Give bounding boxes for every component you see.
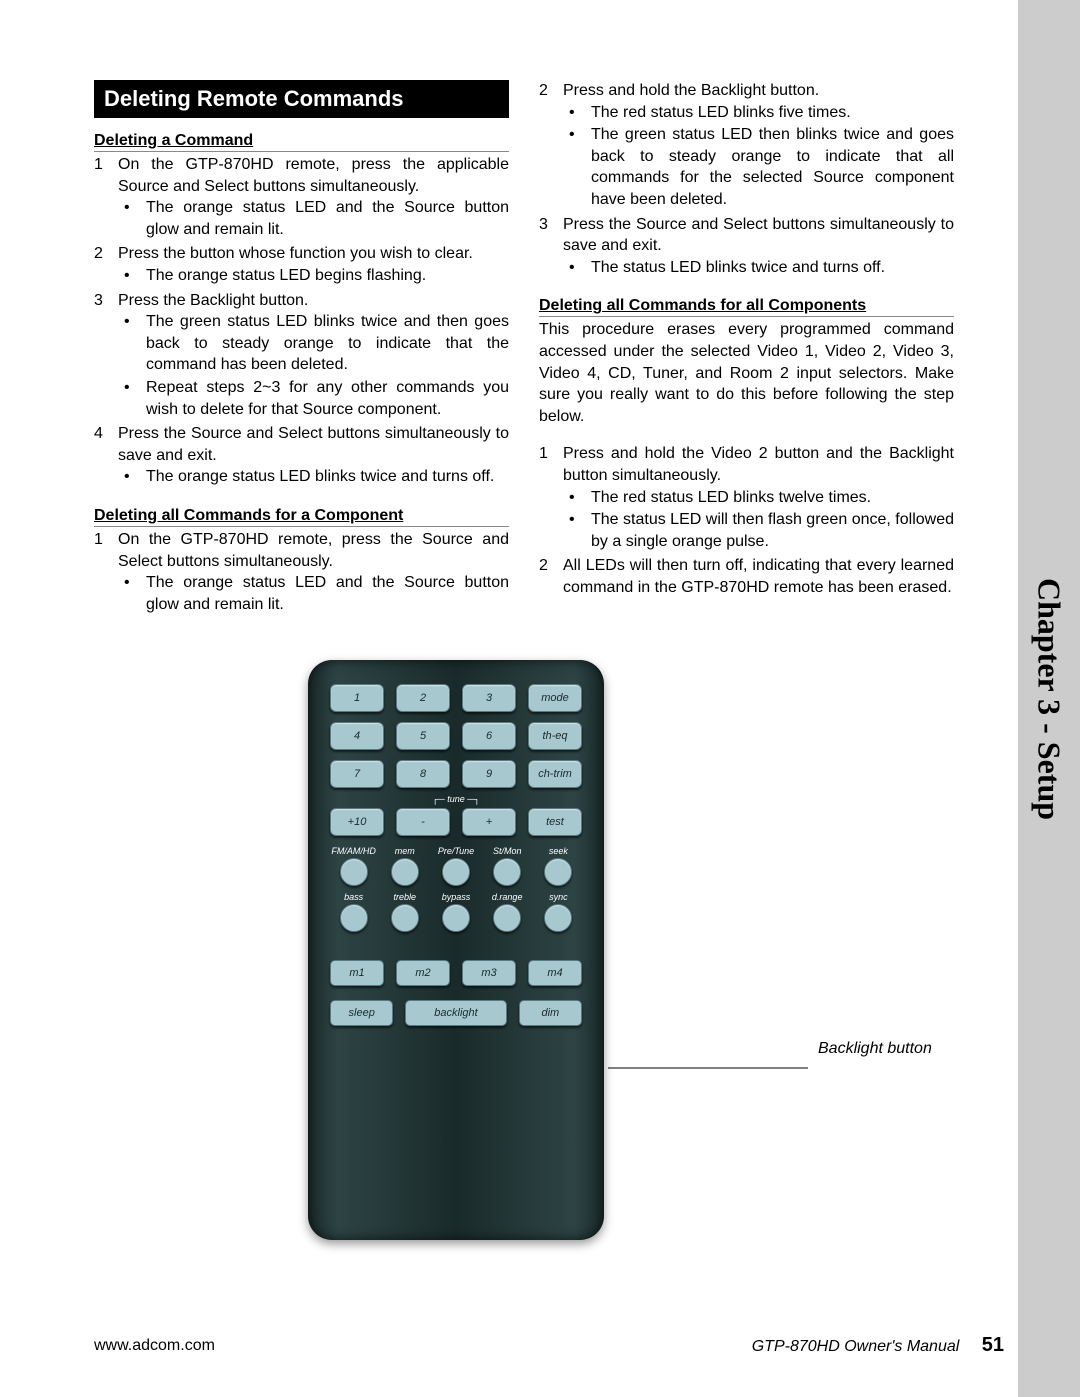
memory-row: m1 m2 m3 m4: [330, 960, 582, 986]
remote-btn-m1: m1: [330, 960, 384, 986]
step-text: All LEDs will then turn off, indicating …: [563, 557, 954, 596]
round-buttons-1: [330, 858, 582, 886]
tune-label: ┌─ tune ─┐: [396, 794, 516, 804]
steps-delete-component: 1 On the GTP-870HD remote, press the Sou…: [94, 529, 509, 616]
remote-btn-m2: m2: [396, 960, 450, 986]
steps-delete-command: 1 On the GTP-870HD remote, press the app…: [94, 154, 509, 489]
remote-btn-plus: +: [462, 808, 516, 836]
remote-round-mem: [391, 858, 419, 886]
bullet-text: The status LED will then flash green onc…: [591, 509, 954, 552]
keypad-row-2: 4 5 6 th-eq: [330, 722, 582, 750]
step-text: Press and hold the Backlight button.: [563, 82, 819, 99]
remote-btn-1: 1: [330, 684, 384, 712]
remote-round-fmamhd: [340, 858, 368, 886]
remote-btn-chtrim: ch-trim: [528, 760, 582, 788]
bullet-text: The orange status LED and the Source but…: [146, 572, 509, 615]
keypad-row-3: 7 8 9 ch-trim: [330, 760, 582, 788]
footer-url: www.adcom.com: [94, 1337, 215, 1355]
remote-btn-7: 7: [330, 760, 384, 788]
two-column-layout: Deleting Remote Commands Deleting a Comm…: [94, 80, 954, 618]
bullet-text: The orange status LED and the Source but…: [146, 197, 509, 240]
chapter-side-tab: Chapter 3 - Setup: [1018, 0, 1080, 1397]
round-buttons-2: [330, 904, 582, 932]
right-column: 2 Press and hold the Backlight button. T…: [539, 80, 954, 618]
remote-round-stmon: [493, 858, 521, 886]
remote-round-sync: [544, 904, 572, 932]
chapter-label: Chapter 3 - Setup: [1031, 577, 1068, 819]
remote-btn-9: 9: [462, 760, 516, 788]
bullet-text: The green status LED blinks twice and th…: [146, 311, 509, 376]
round-labels-1: FM/AM/HD mem Pre/Tune St/Mon seek: [330, 846, 582, 856]
steps-delete-component-cont: 2 Press and hold the Backlight button. T…: [539, 80, 954, 279]
remote-btn-theq: th-eq: [528, 722, 582, 750]
bullet-text: The green status LED then blinks twice a…: [591, 124, 954, 210]
remote-btn-8: 8: [396, 760, 450, 788]
keypad-row-1: 1 2 3 mode: [330, 684, 582, 712]
remote-btn-minus: -: [396, 808, 450, 836]
bullet-text: The orange status LED blinks twice and t…: [146, 466, 494, 488]
remote-btn-sleep: sleep: [330, 1000, 393, 1026]
remote-btn-plus10: +10: [330, 808, 384, 836]
footer-manual-title: GTP-870HD Owner's Manual: [752, 1338, 960, 1355]
step-text: Press the Source and Select buttons simu…: [118, 425, 509, 464]
remote-round-bass: [340, 904, 368, 932]
steps-delete-all: 1 Press and hold the Video 2 button and …: [539, 443, 954, 598]
remote-btn-backlight: backlight: [405, 1000, 506, 1026]
section-heading: Deleting Remote Commands: [94, 80, 509, 118]
remote-btn-mode: mode: [528, 684, 582, 712]
remote-btn-6: 6: [462, 722, 516, 750]
subheading-delete-component: Deleting all Commands for a Component: [94, 507, 509, 527]
remote-btn-test: test: [528, 808, 582, 836]
page-content: Deleting Remote Commands Deleting a Comm…: [94, 80, 954, 618]
page-footer: www.adcom.com GTP-870HD Owner's Manual 5…: [94, 1334, 1004, 1357]
step-text: Press the Backlight button.: [118, 292, 308, 309]
bullet-text: The red status LED blinks twelve times.: [591, 487, 871, 509]
remote-diagram: 1 2 3 mode 4 5 6 th-eq 7 8 9 ch-trim ┌─ …: [308, 660, 968, 1240]
bullet-text: The red status LED blinks five times.: [591, 102, 851, 124]
remote-round-pretune: [442, 858, 470, 886]
subheading-delete-all: Deleting all Commands for all Components: [539, 297, 954, 317]
round-labels-2: bass treble bypass d.range sync: [330, 892, 582, 902]
manual-page: Chapter 3 - Setup Deleting Remote Comman…: [0, 0, 1080, 1397]
remote-round-bypass: [442, 904, 470, 932]
remote-round-treble: [391, 904, 419, 932]
subheading-delete-command: Deleting a Command: [94, 132, 509, 152]
bullet-text: The status LED blinks twice and turns of…: [591, 257, 885, 279]
step-text: Press and hold the Video 2 button and th…: [563, 445, 954, 484]
callout-label: Backlight button: [818, 1040, 932, 1058]
remote-btn-2: 2: [396, 684, 450, 712]
tune-row: ┌─ tune ─┐ +10 - + test: [330, 798, 582, 836]
backlight-callout: Backlight button: [608, 1052, 968, 1087]
left-column: Deleting Remote Commands Deleting a Comm…: [94, 80, 509, 618]
remote-btn-m3: m3: [462, 960, 516, 986]
step-text: Press the Source and Select buttons simu…: [563, 216, 954, 255]
remote-btn-3: 3: [462, 684, 516, 712]
paragraph-text: This procedure erases every programmed c…: [539, 319, 954, 427]
step-text: Press the button whose function you wish…: [118, 245, 473, 262]
page-number: 51: [982, 1334, 1004, 1356]
step-text: On the GTP-870HD remote, press the appli…: [118, 156, 509, 195]
remote-round-seek: [544, 858, 572, 886]
step-text: On the GTP-870HD remote, press the Sourc…: [118, 531, 509, 570]
remote-round-drange: [493, 904, 521, 932]
bottom-row: sleep backlight dim: [330, 1000, 582, 1026]
bullet-text: The orange status LED begins flashing.: [146, 265, 426, 287]
remote-btn-4: 4: [330, 722, 384, 750]
remote-btn-5: 5: [396, 722, 450, 750]
remote-btn-m4: m4: [528, 960, 582, 986]
bullet-text: Repeat steps 2~3 for any other commands …: [146, 377, 509, 420]
remote-body: 1 2 3 mode 4 5 6 th-eq 7 8 9 ch-trim ┌─ …: [308, 660, 604, 1240]
remote-btn-dim: dim: [519, 1000, 582, 1026]
